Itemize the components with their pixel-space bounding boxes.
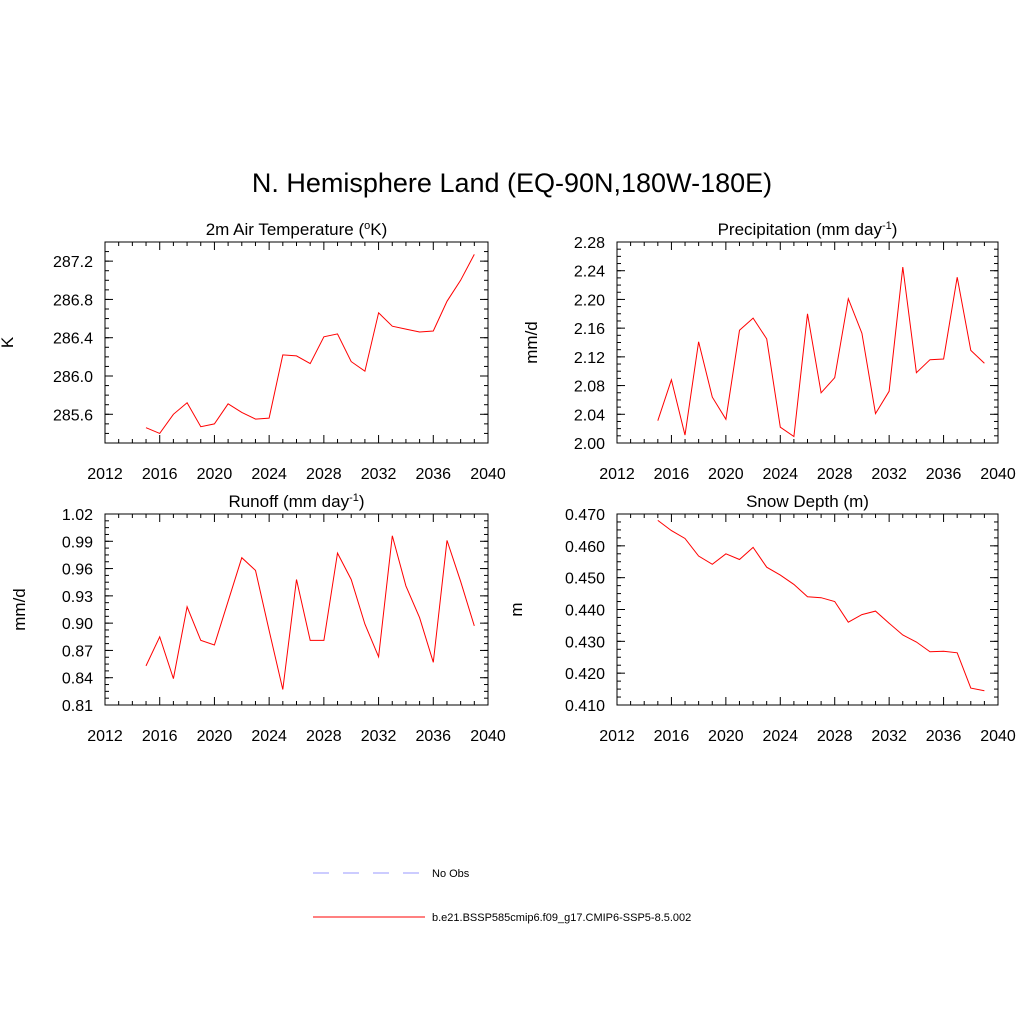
- panel-4: 2012 2016 2020 2024 2028 2032 2036 2040 0.410 0.4…: [507, 492, 1016, 745]
- x-tick-label: 2012: [87, 466, 123, 483]
- y-tick-label: 1.02: [62, 507, 93, 524]
- y-tick-label: 2.28: [574, 235, 605, 252]
- x-tick-label: 2040: [980, 466, 1016, 483]
- panel-3: 2012 2016 2020 2024 2028 2032 2036 2040 0.81 0.84…: [10, 492, 506, 745]
- panel-title: 2m Air Temperature (oK): [206, 220, 388, 239]
- x-tick-label: 2016: [142, 466, 178, 483]
- series-line: [657, 520, 985, 692]
- x-tick-label: 2012: [599, 728, 635, 745]
- x-tick-label: 2016: [142, 728, 178, 745]
- series-line: [657, 267, 985, 438]
- y-tick-label: 286.8: [53, 292, 93, 309]
- x-tick-label: 2028: [306, 728, 342, 745]
- panel-1: 2012 2016 2020 2024 2028 2032 2036 2040 285.6 286…: [0, 220, 506, 483]
- y-axis-label: m: [507, 602, 526, 616]
- x-tick-label: 2036: [415, 728, 451, 745]
- x-tick-label: 2012: [87, 728, 123, 745]
- y-tick-label: 286.4: [53, 331, 93, 348]
- x-tick-label: 2032: [361, 728, 397, 745]
- series-line: [145, 254, 475, 435]
- y-tick-label: 0.470: [565, 507, 605, 524]
- y-tick-label: 0.430: [565, 634, 605, 651]
- x-tick-label: 2020: [197, 466, 233, 483]
- y-tick-label: 0.99: [62, 534, 93, 551]
- y-tick-label: 0.96: [62, 562, 93, 579]
- y-tick-label: 0.450: [565, 571, 605, 588]
- x-tick-label: 2040: [980, 728, 1016, 745]
- series-line: [145, 535, 475, 690]
- y-tick-label: 0.87: [62, 643, 93, 660]
- x-tick-label: 2024: [251, 466, 287, 483]
- y-tick-label: 0.93: [62, 589, 93, 606]
- y-tick-label: 0.90: [62, 616, 93, 633]
- x-tick-label: 2040: [470, 728, 506, 745]
- x-tick-label: 2024: [762, 466, 798, 483]
- y-tick-label: 0.440: [565, 603, 605, 620]
- y-tick-label: 287.2: [53, 254, 93, 271]
- y-tick-label: 2.04: [574, 407, 605, 424]
- y-axis-label: K: [0, 336, 17, 348]
- x-tick-label: 2032: [361, 466, 397, 483]
- x-tick-label: 2020: [708, 728, 744, 745]
- x-tick-label: 2012: [599, 466, 635, 483]
- y-tick-label: 2.24: [574, 264, 605, 281]
- legend: No Obs b.e21.BSSP585cmip6.f09_g17.CMIP6-S…: [313, 868, 691, 924]
- y-tick-label: 286.0: [53, 369, 93, 386]
- x-tick-label: 2016: [654, 466, 690, 483]
- x-tick-label: 2040: [470, 466, 506, 483]
- x-tick-label: 2032: [871, 728, 907, 745]
- x-tick-label: 2024: [762, 728, 798, 745]
- y-tick-label: 2.00: [574, 436, 605, 453]
- plot-frame: [616, 513, 999, 706]
- figure-title: N. Hemisphere Land (EQ-90N,180W-180E): [251, 168, 773, 198]
- y-tick-label: 2.20: [574, 292, 605, 309]
- panel-2: 2012 2016 2020 2024 2028 2032 2036 2040 2.00 2.04…: [522, 220, 1016, 483]
- x-tick-label: 2036: [415, 466, 451, 483]
- y-tick-label: 0.460: [565, 539, 605, 556]
- x-tick-label: 2024: [251, 728, 287, 745]
- y-axis-label: mm/d: [10, 588, 29, 631]
- x-tick-label: 2036: [926, 728, 962, 745]
- panel-title: Runoff (mm day-1): [228, 492, 364, 511]
- y-tick-label: 2.16: [574, 321, 605, 338]
- y-tick-label: 0.410: [565, 698, 605, 715]
- x-tick-label: 2020: [197, 728, 233, 745]
- x-tick-label: 2028: [817, 728, 853, 745]
- y-tick-label: 285.6: [53, 407, 93, 424]
- legend-label: No Obs: [432, 868, 470, 880]
- panel-title: Precipitation (mm day-1): [718, 220, 898, 239]
- y-tick-label: 2.12: [574, 350, 605, 367]
- y-tick-label: 0.81: [62, 698, 93, 715]
- y-tick-label: 0.84: [62, 671, 93, 688]
- plot-frame: [616, 241, 999, 444]
- x-tick-label: 2028: [306, 466, 342, 483]
- panel-title: Snow Depth (m): [746, 492, 869, 511]
- x-tick-label: 2036: [926, 466, 962, 483]
- x-tick-label: 2016: [654, 728, 690, 745]
- x-tick-label: 2028: [817, 466, 853, 483]
- y-tick-label: 0.420: [565, 666, 605, 683]
- x-tick-label: 2032: [871, 466, 907, 483]
- legend-label: b.e21.BSSP585cmip6.f09_g17.CMIP6-SSP5-8.…: [432, 912, 691, 924]
- y-axis-label: mm/d: [522, 321, 541, 364]
- x-tick-label: 2020: [708, 466, 744, 483]
- plot-frame: [104, 513, 489, 706]
- y-tick-label: 2.08: [574, 379, 605, 396]
- plot-frame: [104, 241, 489, 444]
